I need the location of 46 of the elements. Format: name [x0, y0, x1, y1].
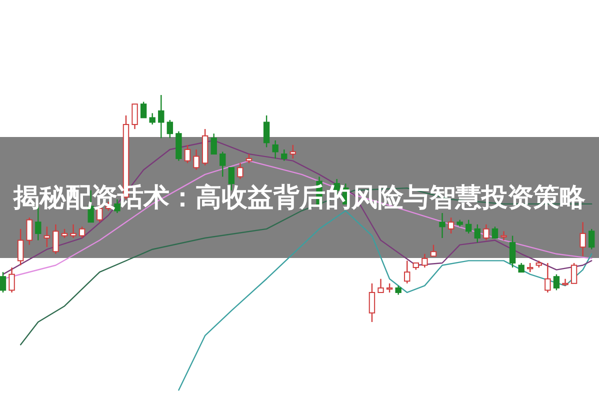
candlestick	[439, 212, 446, 239]
candlestick	[246, 153, 252, 164]
candlestick	[448, 216, 454, 234]
candlestick	[527, 262, 534, 273]
candlestick	[272, 140, 278, 160]
candlestick	[290, 144, 296, 160]
candlestick	[52, 224, 59, 254]
candlestick	[430, 244, 437, 257]
candlestick	[466, 219, 472, 234]
candlestick	[588, 228, 595, 250]
candlestick	[281, 148, 288, 162]
candlestick	[184, 144, 191, 164]
candlestick	[518, 262, 524, 273]
candlestick	[78, 226, 86, 239]
candlestick	[149, 112, 156, 126]
candlestick	[368, 282, 376, 323]
candlestick	[140, 101, 147, 118]
candlestick	[544, 262, 551, 294]
candlestick	[404, 260, 410, 284]
candlestick	[26, 216, 32, 246]
candlestick	[158, 94, 164, 139]
candlestick	[492, 226, 498, 239]
candlestick	[193, 148, 200, 171]
candlestick	[580, 222, 586, 257]
candlestick	[132, 103, 138, 130]
candlestick	[553, 274, 560, 291]
candlestick	[210, 132, 217, 155]
candlestick	[61, 228, 68, 239]
candlestick	[220, 151, 226, 178]
candlestick	[570, 262, 578, 284]
candlestick	[166, 119, 174, 139]
candlestick	[509, 235, 516, 268]
candlestick	[422, 253, 428, 268]
candlestick	[237, 162, 244, 180]
candlestick	[70, 224, 76, 239]
candlestick	[395, 285, 402, 296]
candlestick	[483, 224, 490, 241]
candlestick	[0, 271, 6, 294]
candlestick	[378, 278, 384, 294]
candlestick	[44, 226, 50, 248]
candlestick	[8, 266, 15, 294]
candlestick	[474, 224, 480, 244]
candlestick	[500, 230, 507, 241]
candlestick	[386, 282, 393, 294]
candlestick	[17, 228, 24, 266]
candlestick	[263, 114, 270, 148]
